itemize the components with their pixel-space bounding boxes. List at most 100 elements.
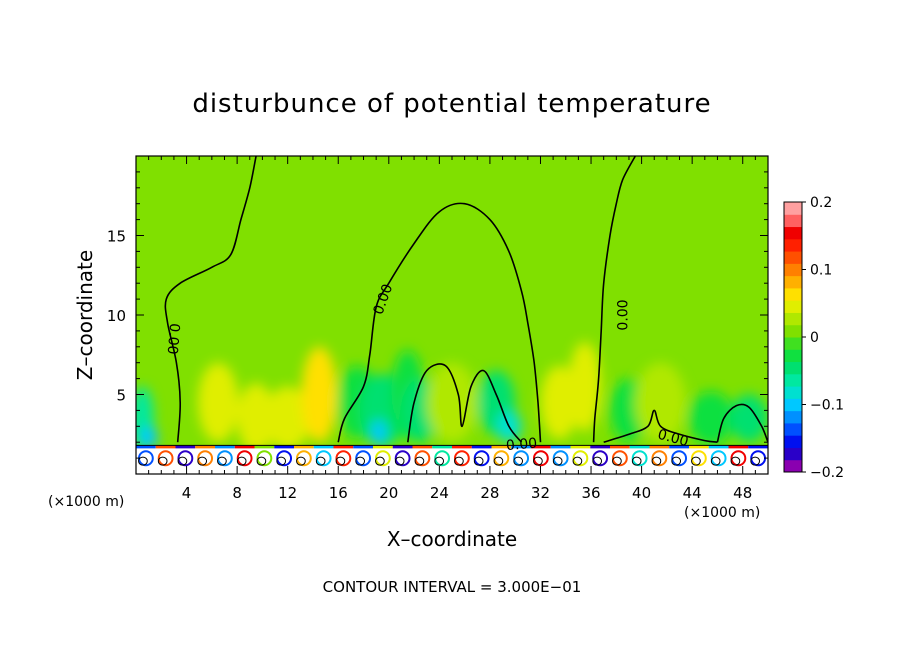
- anomaly-blob: [197, 362, 239, 443]
- surface-eddy: [276, 450, 293, 467]
- surface-cell: [452, 445, 472, 449]
- y-axis-label: Z–coordinate: [73, 250, 97, 380]
- surface-eddy: [394, 450, 411, 467]
- colorbar-swatch: [784, 312, 802, 326]
- x-tick-label: 32: [531, 484, 550, 502]
- anomaly-blob: [301, 346, 337, 443]
- contour-label: 0.00: [616, 299, 632, 330]
- contour-label-text: 0.00: [616, 299, 632, 330]
- contour-label: 0.00: [505, 435, 537, 454]
- surface-eddy-contour: [513, 456, 524, 466]
- surface-eddy: [355, 450, 372, 467]
- contour-layer: 0.000.00 0.000.000.00: [164, 156, 768, 454]
- surface-eddy: [671, 450, 688, 467]
- surface-eddy-contour: [197, 456, 208, 466]
- surface-cell: [590, 445, 610, 449]
- colorbar-swatch: [784, 398, 802, 412]
- x-tick-label: 36: [581, 484, 600, 502]
- surface-eddy: [730, 450, 747, 467]
- surface-eddy: [631, 450, 648, 467]
- surface-cell: [728, 445, 749, 449]
- anomaly-blob: [371, 419, 387, 446]
- surface-eddy-contour: [612, 456, 622, 466]
- surface-eddy-contour: [157, 456, 168, 466]
- surface-eddy-contour: [631, 456, 642, 466]
- chart-title: disturbunce of potential temperature: [192, 89, 711, 119]
- colorbar-swatch: [784, 447, 802, 461]
- surface-eddy: [414, 450, 431, 467]
- surface-eddy-contour: [394, 456, 405, 466]
- surface-cell: [649, 445, 670, 449]
- x-tick-label: 48: [733, 484, 752, 502]
- surface-eddy-contour: [256, 456, 267, 466]
- surface-eddy-contour: [671, 456, 682, 466]
- anomaly-blob: [426, 362, 478, 443]
- anomaly-blob: [688, 391, 734, 446]
- surface-cell: [274, 445, 294, 449]
- surface-cell: [471, 445, 492, 449]
- surface-cell: [313, 445, 334, 449]
- surface-eddy: [216, 450, 233, 467]
- surface-eddy-contour: [276, 456, 287, 466]
- contour-label: 0.00: [656, 427, 690, 451]
- colorbar-tick-label: −0.2: [810, 465, 844, 481]
- colorbar-tick-label: −0.1: [810, 398, 844, 414]
- anomaly-blob: [237, 383, 276, 454]
- x-axis-label: X–coordinate: [387, 527, 517, 551]
- surface-cell: [531, 445, 551, 449]
- surface-eddy: [532, 450, 549, 467]
- surface-eddy-contour: [691, 456, 701, 466]
- zero-contour-line: [164, 156, 257, 443]
- colorbar-swatch: [784, 238, 802, 252]
- x-tick-label: 20: [379, 484, 398, 502]
- footnote-contour-interval: CONTOUR INTERVAL = 3.000E−01: [323, 578, 582, 596]
- colorbar: 0.2 0.1 0 −0.1 −0.2: [783, 195, 844, 481]
- surface-eddy-contour: [750, 456, 761, 466]
- surface-eddy: [236, 450, 253, 467]
- surface-eddy-contour: [355, 456, 366, 466]
- surface-eddy-contour: [454, 456, 464, 466]
- surface-eddy-contour: [651, 456, 662, 466]
- y-tick-label: 5: [116, 387, 126, 405]
- anomaly-blob: [730, 394, 768, 443]
- contour-label: 0.00: [164, 323, 183, 355]
- surface-eddy: [453, 450, 470, 467]
- surface-eddy: [611, 450, 628, 467]
- surface-eddy-contour: [710, 456, 721, 466]
- colorbar-swatch: [784, 373, 802, 387]
- surface-eddy: [177, 450, 194, 467]
- surface-cell: [491, 445, 512, 449]
- zero-contour-line: [407, 363, 523, 443]
- surface-cell: [373, 445, 393, 449]
- surface-cell: [333, 445, 354, 449]
- surface-eddy: [157, 450, 174, 467]
- surface-eddy: [513, 450, 530, 467]
- zero-contour-line: [337, 202, 542, 443]
- surface-cell: [412, 445, 433, 449]
- x-tick-label: 40: [632, 484, 651, 502]
- surface-eddy-contour: [572, 456, 583, 466]
- colorbar-swatch: [784, 324, 802, 338]
- surface-cell: [294, 445, 314, 449]
- x-tick-label: 28: [480, 484, 499, 502]
- surface-eddy-contour: [533, 456, 543, 466]
- surface-eddy: [690, 450, 707, 467]
- surface-eddy-contour: [375, 456, 385, 466]
- zero-contour-line: [592, 156, 637, 443]
- surface-eddy: [493, 450, 510, 467]
- surface-cell: [570, 445, 591, 449]
- y-tick-label: 15: [107, 228, 126, 246]
- surface-cell: [629, 445, 650, 449]
- anomaly-blob: [264, 386, 311, 451]
- surface-eddy-contour: [335, 456, 346, 466]
- surface-cell: [254, 445, 275, 449]
- surface-cell: [669, 445, 689, 449]
- surface-eddy: [335, 450, 352, 467]
- surface-eddy: [552, 450, 569, 467]
- x-unit-label-left: (×1000 m): [48, 494, 124, 510]
- surface-eddy: [651, 450, 668, 467]
- surface-eddy-contour: [434, 456, 445, 466]
- zero-contour-line: [603, 409, 718, 443]
- surface-eddy-contour: [236, 456, 247, 466]
